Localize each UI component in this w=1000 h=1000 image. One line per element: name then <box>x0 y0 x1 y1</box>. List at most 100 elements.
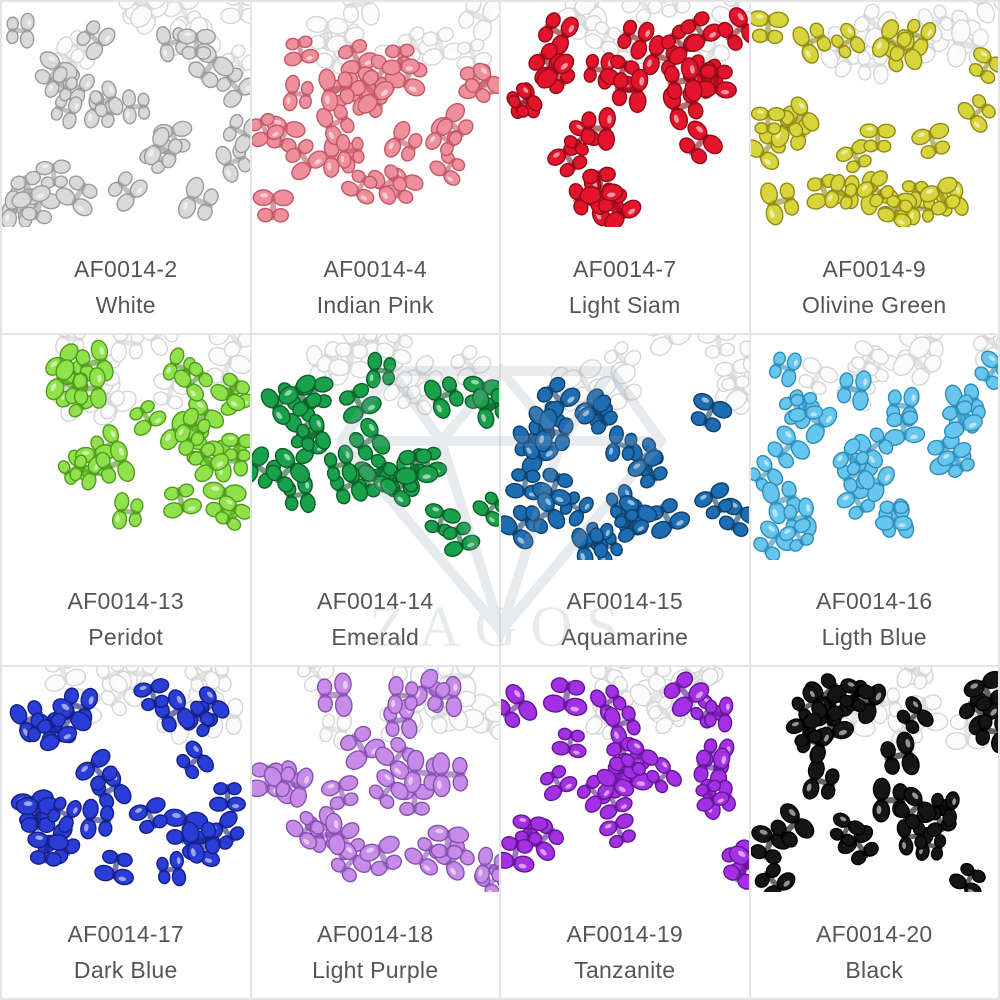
butterfly-rhinestone <box>896 696 934 735</box>
butterfly-rhinestone <box>542 677 588 717</box>
butterfly-rhinestone <box>365 351 396 389</box>
butterfly-rhinestone <box>375 334 413 365</box>
product-label: AF0014-16 Ligth Blue <box>751 583 999 655</box>
butterfly-rhinestone <box>317 68 355 112</box>
butterfly-rhinestone <box>853 427 893 469</box>
butterfly-rhinestone <box>838 678 875 713</box>
product-tile[interactable]: AF0014-19 Tanzanite <box>500 666 750 999</box>
butterfly-rhinestone <box>778 517 814 552</box>
rhinestone-swatch-image <box>2 2 250 227</box>
butterfly-rhinestone <box>100 674 143 717</box>
rhinestone-swatch-image <box>251 334 499 560</box>
butterfly-rhinestone <box>190 686 230 727</box>
butterfly-rhinestone <box>181 821 221 865</box>
butterfly-rhinestone <box>859 123 896 153</box>
butterfly-rhinestone <box>611 68 649 113</box>
product-tile[interactable]: AF0014-2 White <box>1 1 251 334</box>
butterfly-rhinestone <box>577 394 618 435</box>
butterfly-rhinestone <box>340 169 377 205</box>
butterfly-rhinestone <box>580 107 616 151</box>
butterfly-rhinestone <box>76 20 116 61</box>
butterfly-rhinestone <box>697 334 738 359</box>
butterfly-rhinestone <box>664 57 703 102</box>
butterfly-rhinestone <box>621 2 663 24</box>
butterfly-rhinestone <box>941 399 983 439</box>
butterfly-rhinestone <box>936 441 975 478</box>
product-label: AF0014-2 White <box>2 251 250 323</box>
butterfly-rhinestone <box>717 7 749 51</box>
butterfly-rhinestone <box>44 66 78 102</box>
butterfly-rhinestone <box>282 74 314 112</box>
butterfly-rhinestone <box>220 2 250 25</box>
butterfly-rhinestone <box>695 779 730 813</box>
butterfly-rhinestone <box>95 440 136 484</box>
product-tile[interactable]: AF0014-20 Black <box>749 666 999 999</box>
butterfly-rhinestone <box>787 391 823 422</box>
butterfly-rhinestone <box>36 713 78 752</box>
butterfly-rhinestone <box>156 851 187 887</box>
butterfly-rhinestone <box>431 752 468 798</box>
butterfly-rhinestone <box>111 491 144 530</box>
product-tile[interactable]: AF0014-15 Aquamarine <box>500 333 750 667</box>
butterfly-rhinestone <box>368 769 409 810</box>
butterfly-rhinestone <box>766 425 810 469</box>
butterfly-rhinestone <box>539 765 578 802</box>
product-code: AF0014-17 <box>67 920 184 947</box>
product-label: AF0014-14 Emerald <box>252 583 500 655</box>
butterfly-rhinestone <box>714 358 749 391</box>
butterfly-rhinestone <box>614 508 650 543</box>
butterfly-rhinestone <box>798 356 838 395</box>
butterfly-rhinestone <box>284 139 327 181</box>
butterfly-rhinestone <box>221 432 250 462</box>
product-code: AF0014-19 <box>566 920 683 947</box>
product-tile[interactable]: AF0014-18 Light Purple <box>250 666 500 999</box>
butterfly-rhinestone <box>645 334 692 356</box>
product-color-name: Emerald <box>331 624 420 651</box>
product-label: AF0014-15 Aquamarine <box>501 583 749 655</box>
product-code: AF0014-15 <box>566 588 683 615</box>
butterfly-rhinestone <box>210 372 250 411</box>
product-color-name: Peridot <box>88 624 164 651</box>
butterfly-rhinestone <box>174 407 211 446</box>
butterfly-rhinestone <box>750 10 789 45</box>
butterfly-rhinestone <box>768 351 802 387</box>
rhinestone-swatch-image <box>501 667 749 892</box>
product-label: AF0014-19 Tanzanite <box>501 916 749 988</box>
butterfly-rhinestone <box>856 170 894 208</box>
butterfly-rhinestone <box>381 43 420 76</box>
butterfly-rhinestone <box>251 446 281 489</box>
butterfly-rhinestone <box>457 2 499 42</box>
butterfly-rhinestone <box>963 671 998 712</box>
product-tile[interactable]: AF0014-16 Ligth Blue <box>749 333 999 667</box>
product-tile[interactable]: AF0014-13 Peridot <box>1 333 251 667</box>
butterfly-rhinestone <box>895 667 932 690</box>
rhinestone-swatch-image <box>251 2 499 227</box>
butterfly-rhinestone <box>442 521 480 557</box>
butterfly-rhinestone <box>55 175 98 217</box>
butterfly-rhinestone <box>349 69 394 114</box>
product-tile[interactable]: AF0014-7 Light Siam <box>500 1 750 334</box>
butterfly-rhinestone <box>620 738 659 777</box>
butterfly-rhinestone <box>222 114 250 154</box>
butterfly-rhinestone <box>836 369 872 411</box>
product-code: AF0014-4 <box>323 255 427 282</box>
butterfly-rhinestone <box>27 831 69 868</box>
butterfly-rhinestone <box>528 42 575 89</box>
butterfly-rhinestone <box>761 480 802 524</box>
butterfly-rhinestone <box>177 28 217 60</box>
butterfly-rhinestone <box>779 96 819 138</box>
butterfly-rhinestone <box>690 392 733 432</box>
butterfly-rhinestone <box>627 449 668 489</box>
butterfly-rhinestone <box>501 504 542 550</box>
butterfly-rhinestone <box>252 189 294 223</box>
product-tile[interactable]: AF0014-4 Indian Pink <box>250 1 500 334</box>
product-color-name: White <box>95 291 156 318</box>
butterfly-rhinestone <box>323 444 357 482</box>
butterfly-rhinestone <box>603 340 642 378</box>
product-tile[interactable]: AF0014-17 Dark Blue <box>1 666 251 999</box>
product-tile[interactable]: AF0014-9 Olivine Green <box>749 1 999 334</box>
butterfly-rhinestone <box>382 370 420 409</box>
product-tile[interactable]: AF0014-14 Emerald <box>250 333 500 667</box>
butterfly-rhinestone <box>823 174 857 210</box>
rhinestone-swatch-image <box>750 667 998 893</box>
